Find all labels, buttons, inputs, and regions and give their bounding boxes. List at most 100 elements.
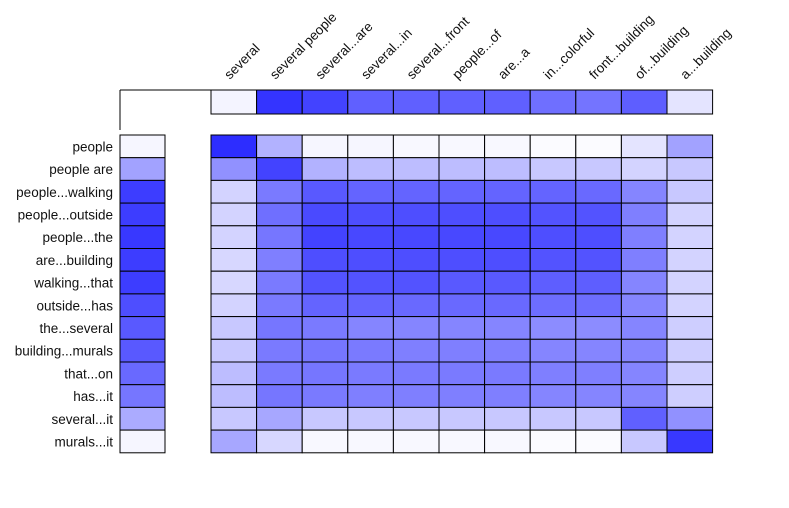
y-tick-label: people [72, 139, 113, 154]
left-strip-cell [119, 202, 166, 227]
heatmap-cell [666, 248, 714, 272]
heatmap-cell [256, 134, 303, 159]
y-tick-label: murals...it [54, 434, 113, 449]
heatmap-cell [666, 384, 714, 408]
heatmap-cell [438, 406, 486, 431]
top-strip-cell [438, 89, 486, 115]
heatmap-cell [529, 406, 577, 431]
heatmap-cell [575, 361, 622, 386]
heatmap-cell [347, 248, 394, 272]
heatmap-cell [438, 225, 486, 250]
heatmap-cell [575, 134, 622, 159]
heatmap-cell [301, 157, 349, 181]
heatmap-cell [210, 202, 258, 227]
heatmap-cell [210, 248, 258, 272]
top-strip-cell [301, 89, 349, 115]
heatmap-cell [301, 270, 349, 295]
heatmap-cell [666, 179, 714, 204]
top-strip-cell [210, 89, 258, 115]
left-strip-cell [119, 361, 166, 386]
heatmap-cell [301, 134, 349, 159]
left-strip [119, 134, 166, 454]
heatmap-cell [347, 157, 394, 181]
heatmap-cell [256, 293, 303, 318]
heatmap-cell [529, 179, 577, 204]
heatmap-cell [438, 157, 486, 181]
heatmap-cell [575, 338, 622, 363]
heatmap-cell [529, 270, 577, 295]
left-strip-cell [119, 293, 166, 318]
heatmap-cell [620, 202, 668, 227]
heatmap-cell [347, 429, 394, 454]
heatmap-cell [666, 406, 714, 431]
heatmap-cell [620, 406, 668, 431]
top-strip-cell [347, 89, 394, 115]
heatmap-cell [392, 361, 440, 386]
heatmap-cell [347, 406, 394, 431]
heatmap-cell [620, 384, 668, 408]
heatmap-cell [575, 225, 622, 250]
top-strip-cell [256, 89, 303, 115]
heatmap-cell [256, 361, 303, 386]
heatmap-cell [620, 248, 668, 272]
heatmap-cell [484, 179, 531, 204]
heatmap-cell [529, 429, 577, 454]
heatmap-cell [575, 157, 622, 181]
heatmap-cell [210, 179, 258, 204]
heatmap-cell [575, 316, 622, 340]
heatmap-cell [392, 293, 440, 318]
heatmap-cell [301, 406, 349, 431]
heatmap-cell [347, 202, 394, 227]
heatmap-cell [438, 338, 486, 363]
y-tick-label: are...building [36, 253, 113, 268]
y-tick-label: building...murals [15, 344, 114, 359]
heatmap-cell [210, 429, 258, 454]
heatmap-cell [256, 202, 303, 227]
heatmap-cell [484, 248, 531, 272]
heatmap-cell [666, 134, 714, 159]
left-strip-cell [119, 270, 166, 295]
heatmap-cell [347, 361, 394, 386]
heatmap-cell [301, 429, 349, 454]
heatmap-cell [392, 202, 440, 227]
heatmap-cell [666, 338, 714, 363]
heatmap-cell [210, 338, 258, 363]
heatmap-cell [666, 270, 714, 295]
heatmap-cell [438, 316, 486, 340]
heatmap-cell [392, 157, 440, 181]
heatmap-cell [666, 225, 714, 250]
heatmap-cell [301, 248, 349, 272]
y-axis-labels: people people are people...walking people..… [15, 139, 114, 449]
heatmap-cell [256, 338, 303, 363]
heatmap-cell [256, 384, 303, 408]
heatmap-cell [347, 179, 394, 204]
heatmap-cell [347, 134, 394, 159]
heatmap-cell [210, 384, 258, 408]
heatmap-cell [392, 134, 440, 159]
corner-bracket [119, 89, 211, 130]
top-strip-cell [484, 89, 531, 115]
heatmap-cell [575, 202, 622, 227]
heatmap-cell [392, 429, 440, 454]
y-tick-label: people are [49, 162, 113, 177]
heatmap-cell [210, 316, 258, 340]
heatmap-cell [529, 384, 577, 408]
heatmap-cell [484, 338, 531, 363]
heatmap-cell [666, 316, 714, 340]
left-strip-cell [119, 225, 166, 250]
heatmap-cell [484, 429, 531, 454]
heatmap-cell [484, 202, 531, 227]
heatmap-cell [529, 361, 577, 386]
heatmap-cell [301, 202, 349, 227]
y-tick-label: outside...has [36, 298, 113, 313]
y-tick-label: people...walking [16, 185, 113, 200]
heatmap-cell [575, 384, 622, 408]
heatmap-cell [256, 406, 303, 431]
heatmap-cell [347, 316, 394, 340]
heatmap-cell [210, 134, 258, 159]
heatmap-cell [438, 384, 486, 408]
heatmap-cell [484, 384, 531, 408]
heatmap-cell [666, 293, 714, 318]
left-strip-cell [119, 248, 166, 272]
heatmap-cell [392, 225, 440, 250]
